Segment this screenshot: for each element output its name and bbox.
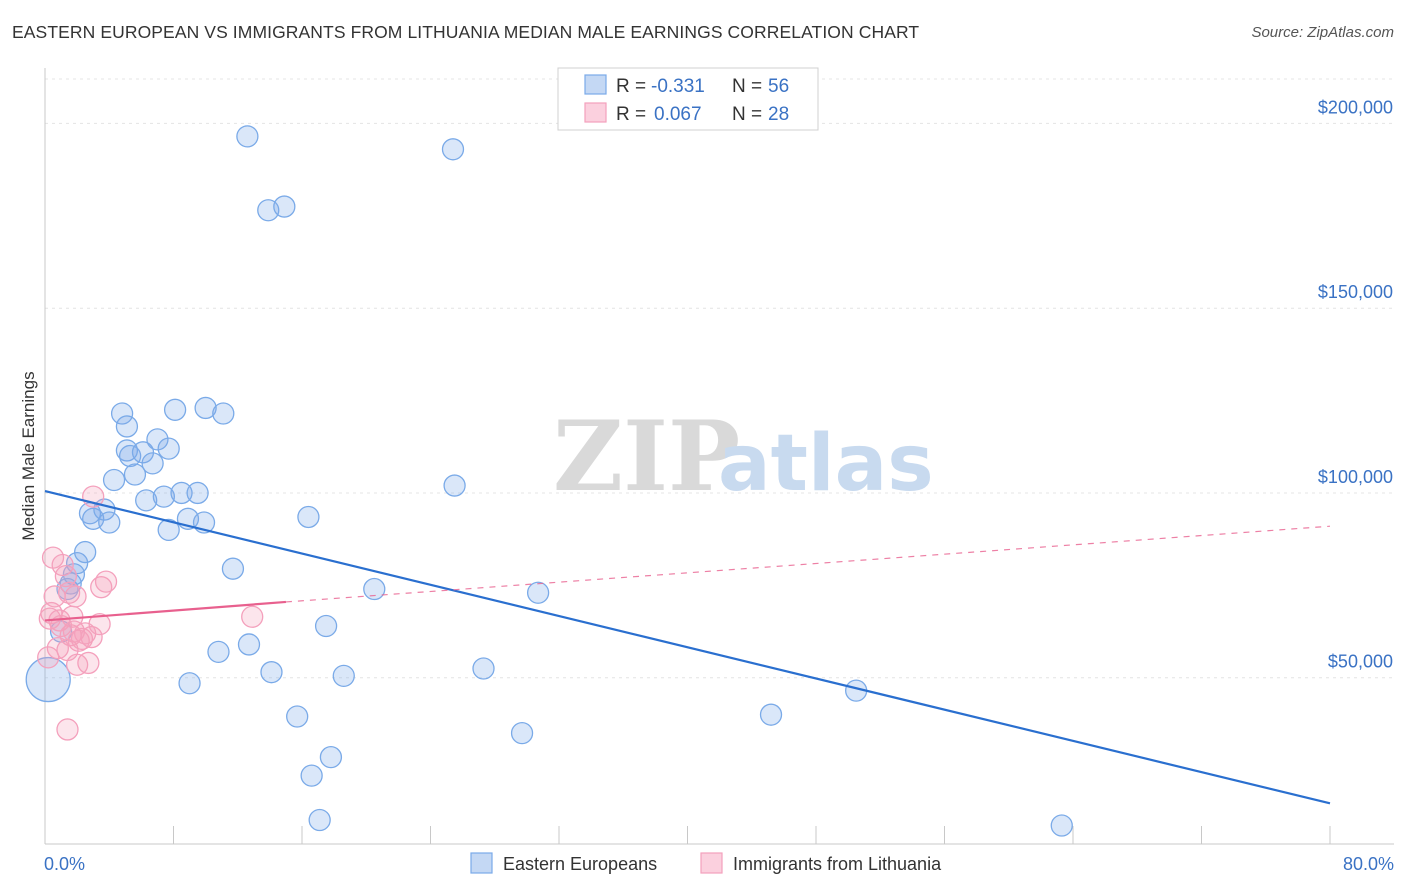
- data-point: [443, 474, 466, 497]
- data-point: [273, 195, 296, 218]
- trend-lines: [44, 490, 1331, 805]
- data-point: [170, 481, 193, 505]
- x-tick-label-max: 80.0%: [1343, 854, 1394, 874]
- legend-swatch-blue: [584, 74, 607, 95]
- data-point: [297, 505, 320, 529]
- trend-line-extension: [285, 525, 1331, 603]
- data-point: [260, 661, 283, 684]
- data-point: [123, 463, 147, 486]
- data-point: [194, 396, 217, 420]
- y-tick-label: $150,000: [1318, 282, 1393, 302]
- x-tick-marks: [44, 826, 1331, 844]
- data-point: [152, 485, 176, 508]
- data-point: [25, 656, 71, 703]
- bottom-legend-swatch-pink: [700, 852, 723, 874]
- bottom-legend-label-eastern-europeans: Eastern Europeans: [503, 854, 657, 874]
- legend-n-value-2: 28: [768, 104, 789, 125]
- data-point: [319, 746, 343, 769]
- legend-r-label-1: R =: [616, 76, 646, 97]
- data-point: [759, 703, 783, 726]
- data-point: [157, 518, 180, 542]
- data-point: [300, 764, 323, 787]
- data-point: [57, 581, 81, 604]
- data-point: [186, 481, 209, 505]
- bottom-legend-label-immigrants-lithuania: Immigrants from Lithuania: [733, 854, 942, 874]
- data-point: [314, 614, 338, 638]
- y-tick-label: $200,000: [1318, 97, 1393, 117]
- data-point: [236, 125, 259, 148]
- data-point: [135, 489, 158, 512]
- series-immigrants-from-lithuania: [37, 485, 264, 741]
- data-point: [526, 581, 550, 604]
- data-point: [110, 402, 134, 425]
- data-point: [510, 721, 534, 745]
- data-point: [212, 402, 235, 425]
- data-point: [64, 585, 87, 608]
- y-axis-label: Median Male Earnings: [19, 371, 38, 540]
- bottom-legend-swatch-blue: [470, 852, 493, 874]
- data-point: [37, 646, 60, 669]
- legend-n-label-1: N =: [732, 76, 762, 97]
- legend-r-value-2: 0.067: [654, 104, 702, 125]
- watermark-zip: ZIP: [553, 400, 740, 513]
- data-point: [65, 653, 89, 676]
- data-point: [163, 398, 187, 421]
- data-point: [157, 437, 180, 460]
- data-point: [1050, 814, 1073, 837]
- data-point: [472, 657, 495, 680]
- trend-line: [44, 490, 1331, 805]
- data-point: [146, 428, 169, 451]
- gridlines: [45, 78, 1394, 679]
- data-point: [77, 651, 100, 675]
- bottom-legend: Eastern Europeans Immigrants from Lithua…: [470, 852, 942, 874]
- data-point: [207, 640, 230, 663]
- watermark-atlas: atlas: [718, 419, 934, 509]
- data-point: [98, 511, 121, 534]
- trend-line: [44, 600, 287, 622]
- legend-r-value-1: -0.331: [651, 76, 705, 97]
- data-point: [94, 570, 118, 593]
- y-tick-label: $100,000: [1318, 467, 1393, 487]
- data-point: [178, 672, 201, 695]
- data-point: [65, 552, 89, 575]
- data-point: [141, 452, 164, 475]
- y-tick-labels: $50,000 $100,000 $150,000 $200,000: [1318, 97, 1393, 671]
- data-point: [54, 564, 78, 588]
- watermark: ZIP atlas: [553, 400, 934, 513]
- data-point: [118, 444, 142, 468]
- data-point: [102, 468, 126, 492]
- data-point: [80, 625, 103, 649]
- data-point: [241, 605, 264, 628]
- data-point: [441, 138, 465, 161]
- axes: [44, 68, 1394, 845]
- chart-title: EASTERN EUROPEAN VS IMMIGRANTS FROM LITH…: [12, 22, 920, 42]
- data-point: [363, 577, 386, 601]
- legend-box: R = -0.331 N = 56 R = 0.067 N = 28: [557, 67, 819, 131]
- x-tick-label-min: 0.0%: [44, 854, 85, 874]
- source-label: Source: ZipAtlas.com: [1251, 24, 1394, 41]
- data-point: [115, 415, 139, 438]
- data-point: [308, 808, 331, 832]
- legend-n-value-1: 56: [768, 76, 789, 97]
- legend-n-label-2: N =: [732, 104, 762, 125]
- data-point: [88, 612, 111, 636]
- data-point: [332, 664, 355, 688]
- data-point: [74, 540, 97, 564]
- data-point: [286, 705, 309, 728]
- y-tick-label: $50,000: [1328, 652, 1393, 672]
- legend-swatch-pink: [584, 102, 607, 123]
- data-point: [237, 633, 261, 656]
- data-point: [221, 557, 245, 580]
- legend-r-label-2: R =: [616, 104, 646, 125]
- data-point: [56, 718, 79, 741]
